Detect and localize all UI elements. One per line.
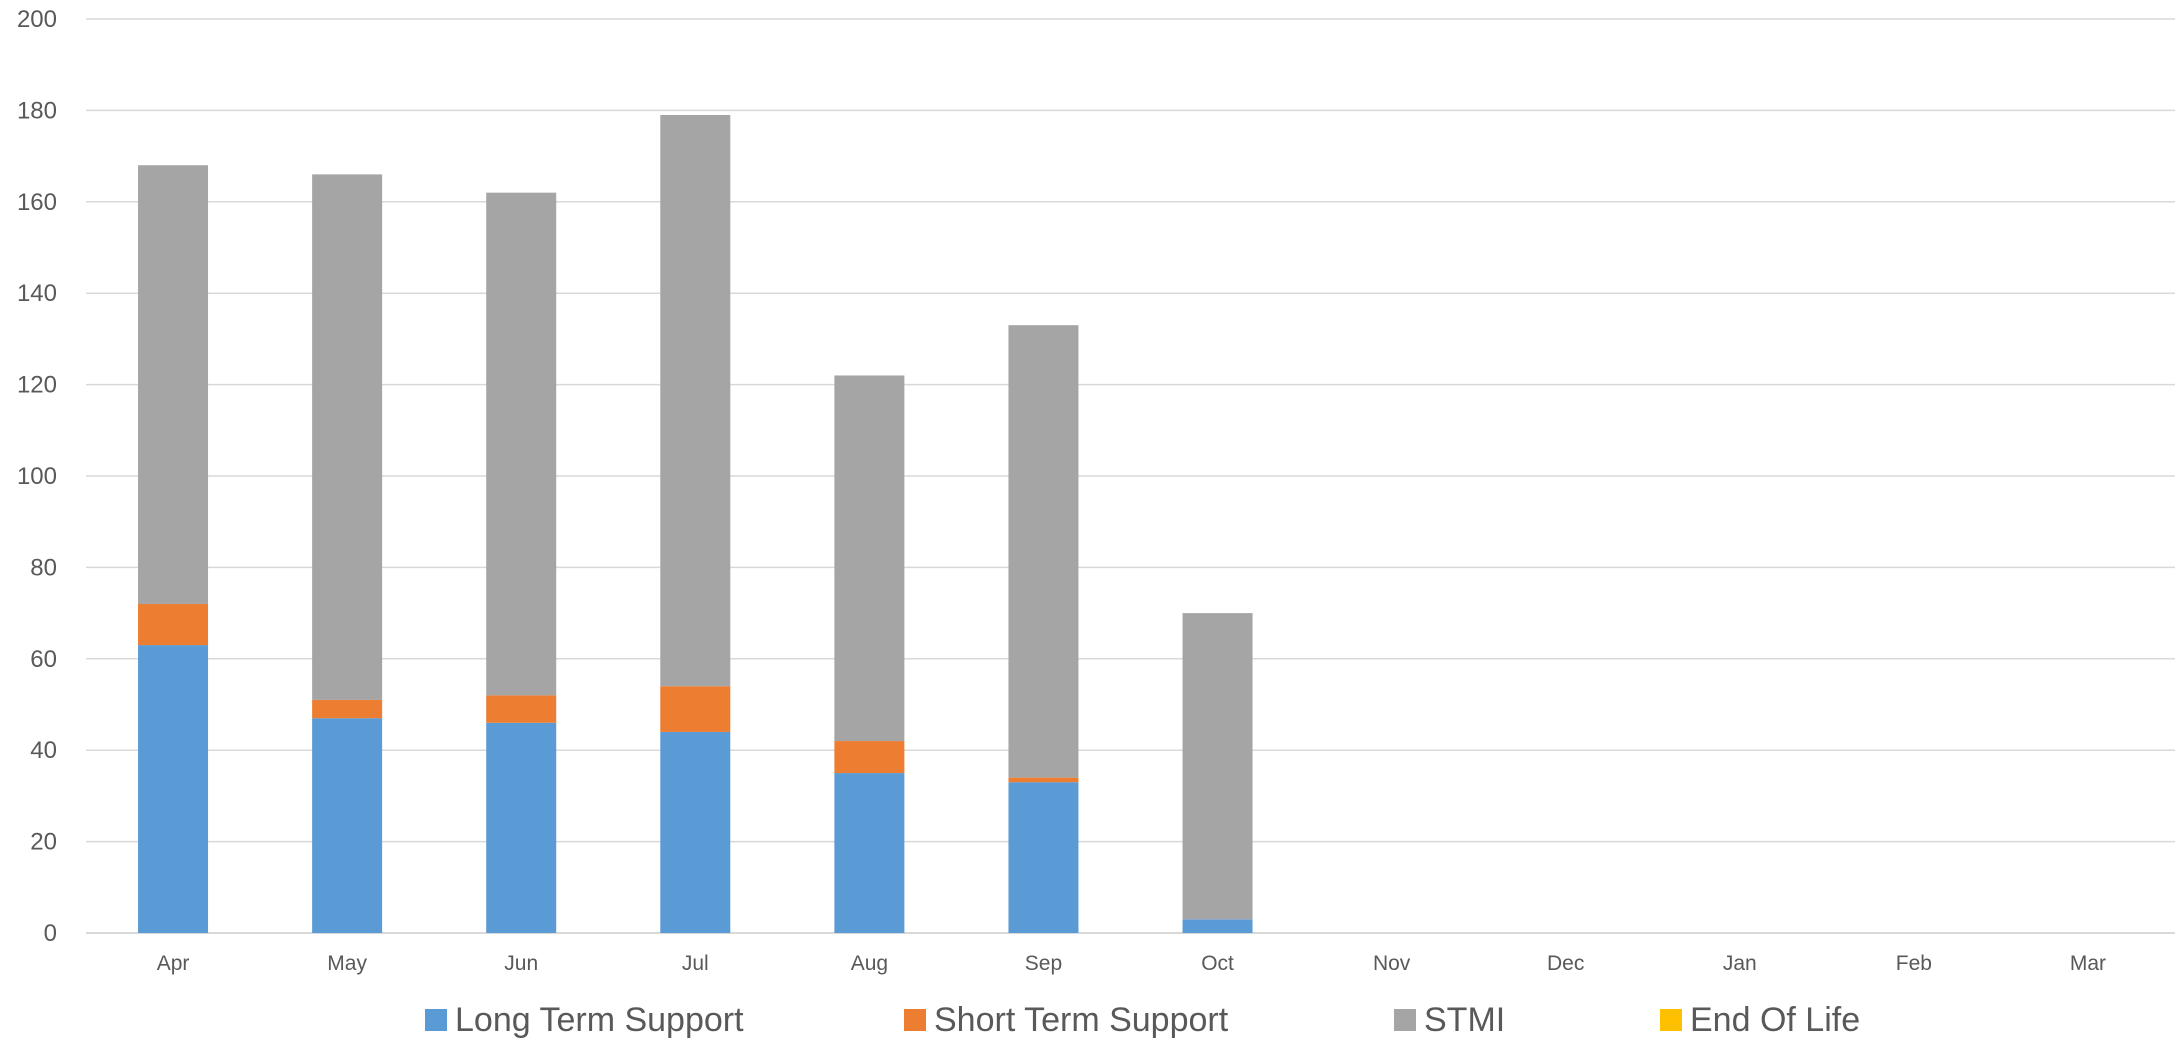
x-tick-label: Nov (1373, 952, 1411, 975)
legend-swatch-short-term-support (904, 1009, 926, 1031)
y-tick-label: 40 (30, 737, 57, 764)
legend-label-end-of-life: End Of Life (1690, 1000, 1861, 1039)
bars (138, 114, 1253, 933)
stacked-bar-chart: 0 20 40 60 80 100 120 140 160 180 200 Apr May Jun Jul… (17, 6, 2175, 975)
legend-swatch-stmi (1394, 1009, 1416, 1031)
bar-long-term-support-oct (1182, 919, 1253, 933)
x-tick-label: Jan (1723, 952, 1757, 975)
bar-short-term-support-sep (1008, 777, 1079, 783)
bar-stmi-jun (486, 192, 557, 696)
bar-stmi-sep (1008, 325, 1079, 778)
x-tick-label: May (327, 952, 367, 975)
bar-short-term-support-aug (834, 741, 905, 774)
legend: Long Term Support Short Term Support STM… (0, 998, 2181, 1042)
x-tick-label: Oct (1201, 952, 1234, 975)
bar-stmi-apr (138, 165, 209, 604)
bar-stmi-oct (1182, 613, 1253, 920)
bar-short-term-support-may (312, 699, 383, 719)
y-tick-label: 160 (17, 189, 57, 216)
gridlines (86, 18, 2175, 934)
legend-item-short-term-support: Short Term Support (904, 998, 1228, 1042)
y-tick-label: 80 (30, 554, 57, 581)
legend-item-end-of-life: End Of Life (1660, 998, 1860, 1042)
y-tick-label: 20 (30, 829, 57, 856)
legend-swatch-end-of-life (1660, 1009, 1682, 1031)
legend-item-stmi: STMI (1394, 998, 1505, 1042)
bar-stmi-jul (660, 114, 731, 687)
legend-item-long-term-support: Long Term Support (425, 998, 744, 1042)
bar-short-term-support-jun (486, 695, 557, 723)
legend-label-long-term-support: Long Term Support (455, 1000, 744, 1039)
y-tick-label: 60 (30, 646, 57, 673)
bar-stmi-aug (834, 375, 905, 742)
x-tick-label: Jun (504, 952, 538, 975)
y-tick-label: 100 (17, 463, 57, 490)
y-tick-label: 140 (17, 280, 57, 307)
x-tick-label: Feb (1896, 952, 1932, 975)
x-tick-label: Dec (1547, 952, 1584, 975)
bar-short-term-support-jul (660, 686, 731, 732)
legend-swatch-long-term-support (425, 1009, 447, 1031)
bar-long-term-support-aug (834, 773, 905, 933)
legend-label-stmi: STMI (1424, 1000, 1506, 1039)
bar-short-term-support-apr (138, 603, 209, 646)
y-tick-label: 180 (17, 97, 57, 124)
x-tick-label: Apr (157, 952, 190, 975)
x-tick-label: Sep (1025, 952, 1062, 975)
x-tick-label: Mar (2070, 952, 2106, 975)
y-axis-ticks: 0 20 40 60 80 100 120 140 160 180 200 (17, 6, 57, 947)
y-tick-label: 0 (44, 920, 57, 947)
bar-stmi-may (312, 174, 383, 700)
bar-long-term-support-jul (660, 731, 731, 933)
bar-long-term-support-apr (138, 645, 209, 933)
bar-long-term-support-jun (486, 722, 557, 933)
y-tick-label: 200 (17, 6, 57, 33)
bar-long-term-support-may (312, 718, 383, 933)
x-tick-label: Aug (851, 952, 888, 975)
x-tick-label: Jul (682, 952, 709, 975)
x-axis-ticks: Apr May Jun Jul Aug Sep Oct Nov Dec Jan Feb Mar (157, 952, 2106, 975)
legend-label-short-term-support: Short Term Support (934, 1000, 1229, 1039)
y-tick-label: 120 (17, 372, 57, 399)
bar-long-term-support-sep (1008, 782, 1079, 933)
